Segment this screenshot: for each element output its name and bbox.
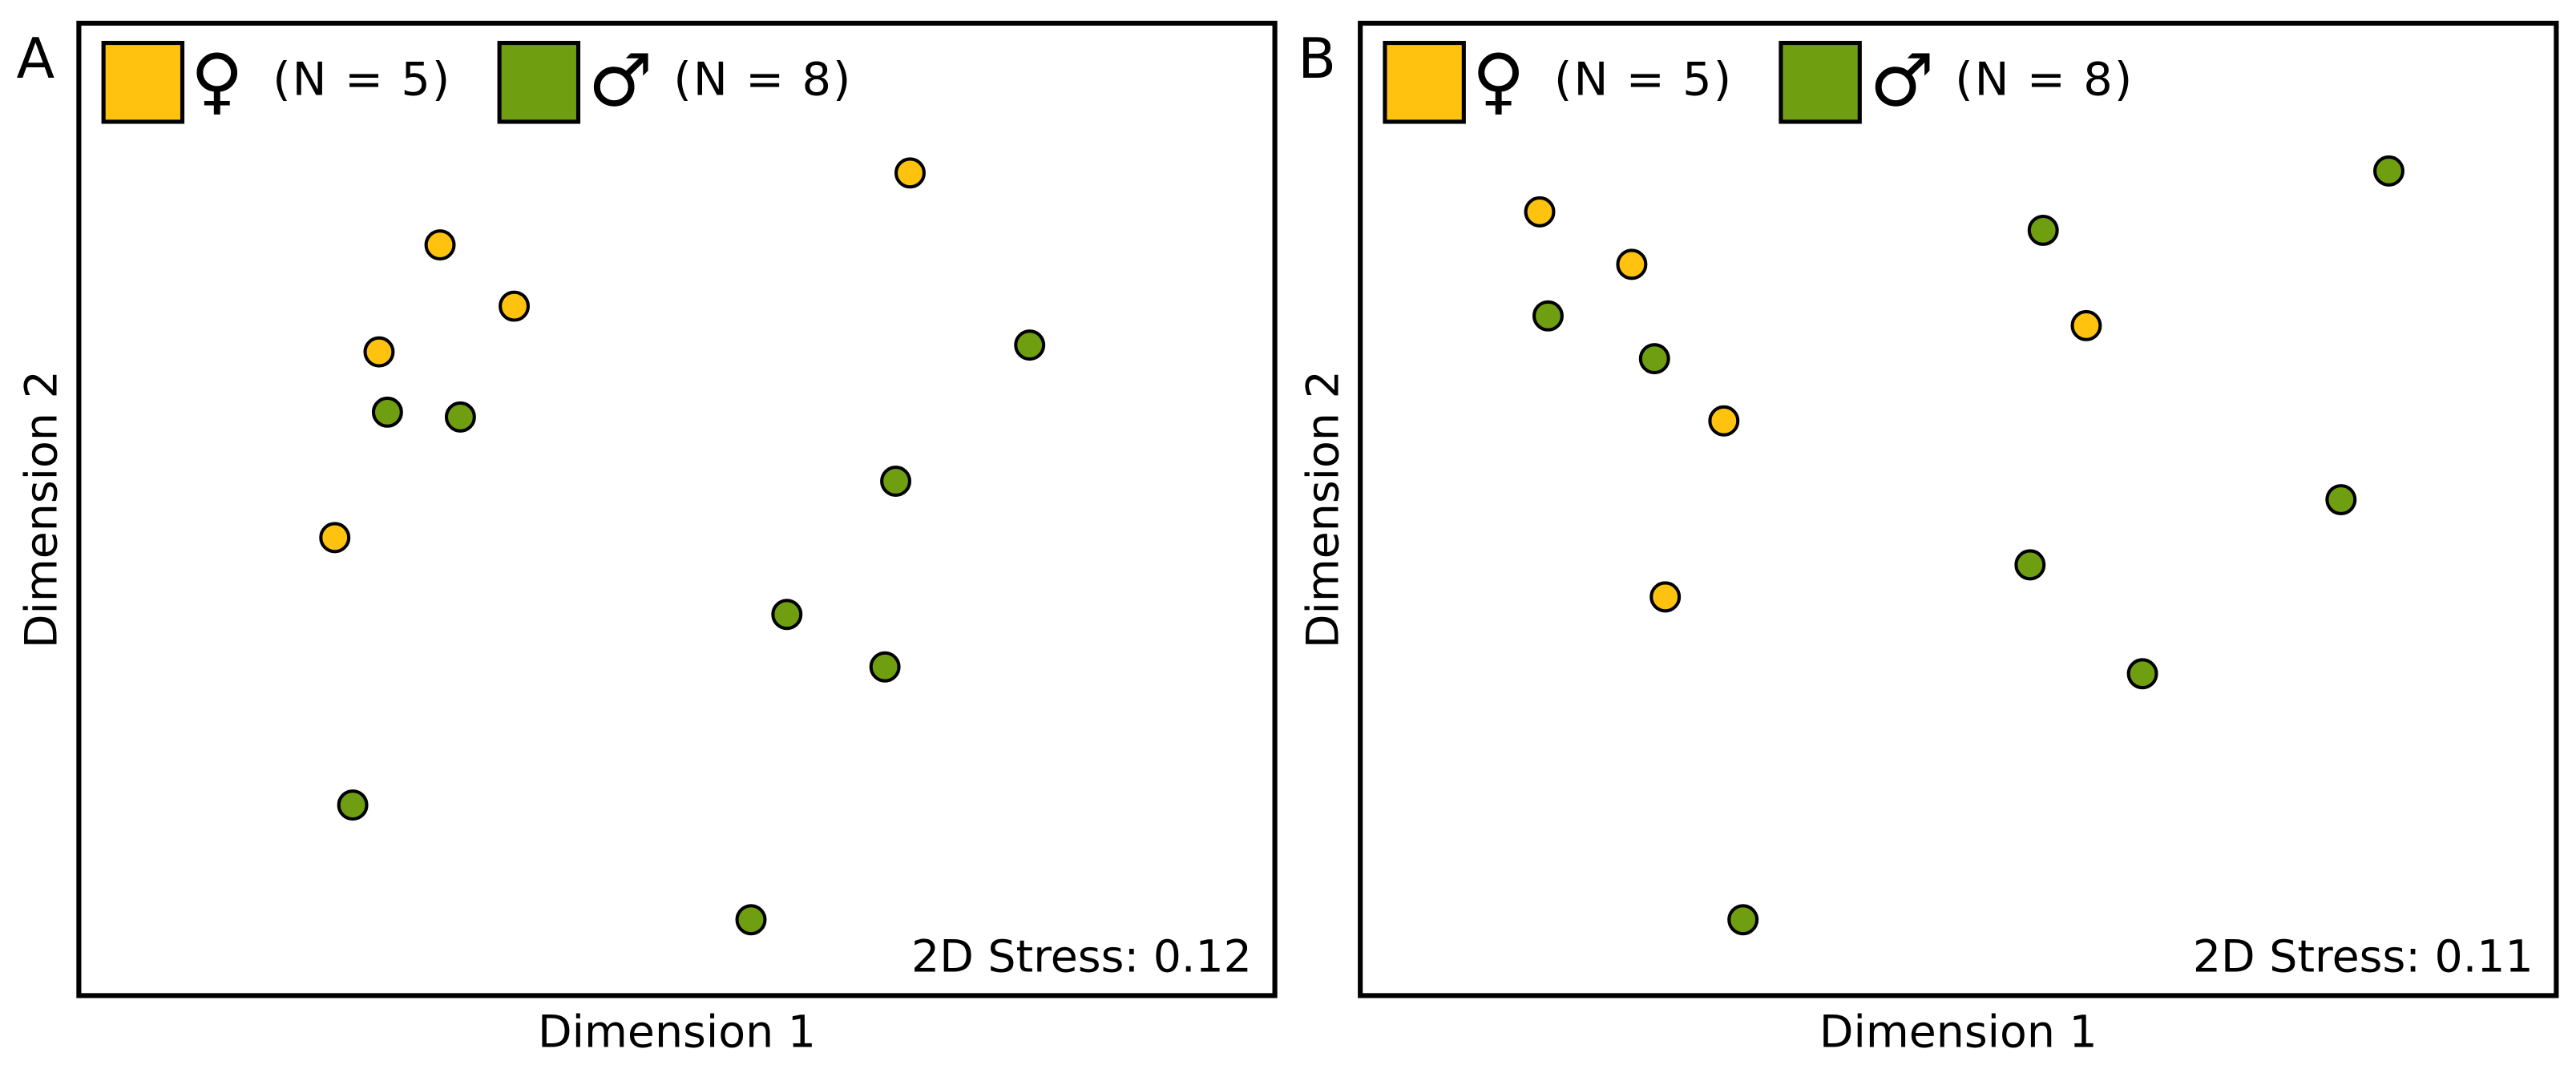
data-point	[771, 599, 803, 631]
data-point	[1727, 904, 1759, 936]
panel-label: A	[16, 26, 55, 91]
data-point	[499, 290, 531, 322]
x-axis-label: Dimension 1	[1819, 1007, 2098, 1059]
annotation: 2D Stress: 0.12	[911, 931, 1252, 982]
legend-swatch	[497, 40, 581, 124]
legend-swatch	[1383, 40, 1466, 124]
data-point	[2126, 658, 2158, 690]
data-point	[444, 401, 476, 433]
legend-symbol: ♀	[1472, 39, 1525, 123]
legend-swatch	[101, 40, 185, 124]
data-point	[1616, 248, 1648, 280]
annotation: 2D Stress: 0.11	[2193, 931, 2534, 982]
data-point	[1708, 405, 1740, 437]
legend-count: (N = 8)	[673, 52, 852, 106]
legend-count: (N = 8)	[1955, 52, 2134, 106]
data-point	[337, 789, 369, 821]
data-point	[735, 904, 767, 936]
legend-symbol: ♂	[588, 39, 653, 123]
data-point	[2027, 214, 2059, 246]
data-point	[1532, 300, 1564, 332]
data-point	[880, 466, 912, 497]
data-point	[1649, 581, 1682, 613]
y-axis-label: Dimension 2	[16, 370, 67, 648]
legend-symbol: ♀	[191, 39, 244, 123]
data-point	[363, 336, 395, 368]
legend-swatch	[1779, 40, 1862, 124]
data-point	[319, 522, 351, 554]
data-point	[2373, 155, 2404, 187]
y-axis-label: Dimension 2	[1298, 370, 1349, 648]
plot-frame	[1358, 20, 2559, 998]
plot-frame	[76, 20, 1278, 998]
legend-count: (N = 5)	[273, 52, 451, 106]
legend-count: (N = 5)	[1554, 52, 1733, 106]
data-point	[2014, 549, 2046, 581]
data-point	[1014, 329, 1046, 361]
panel-label: B	[1298, 26, 1336, 91]
data-point	[894, 157, 926, 189]
data-point	[371, 396, 403, 428]
data-point	[1524, 196, 1556, 228]
data-point	[869, 651, 901, 683]
legend-symbol: ♂	[1870, 39, 1935, 123]
data-point	[2325, 484, 2357, 516]
data-point	[424, 229, 456, 261]
data-point	[2070, 309, 2102, 341]
data-point	[1638, 343, 1670, 375]
x-axis-label: Dimension 1	[538, 1007, 816, 1059]
